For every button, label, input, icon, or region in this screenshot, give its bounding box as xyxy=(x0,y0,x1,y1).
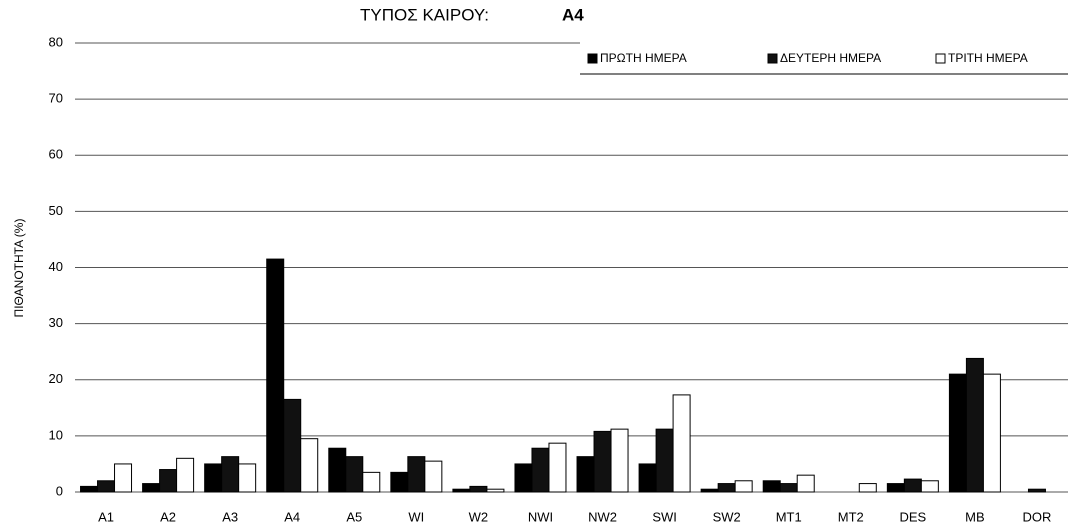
x-tick-label: A5 xyxy=(346,509,362,524)
bar xyxy=(948,373,967,493)
bar xyxy=(965,357,984,493)
bar xyxy=(717,483,736,493)
bar xyxy=(734,480,753,493)
bar xyxy=(407,456,426,493)
legend-label: ΠΡΩΤΗ ΗΜΕΡΑ xyxy=(600,51,687,65)
x-tick-label: SW2 xyxy=(713,509,741,524)
bar xyxy=(390,471,409,493)
bar xyxy=(362,471,381,493)
y-tick-label: 30 xyxy=(49,315,63,330)
bar xyxy=(548,442,567,493)
x-tick-label: A3 xyxy=(222,509,238,524)
y-tick-label: 20 xyxy=(49,371,63,386)
y-tick-label: 70 xyxy=(49,91,63,106)
bar xyxy=(486,488,505,493)
bar xyxy=(903,478,922,493)
x-tick-label: MB xyxy=(965,509,985,524)
bar xyxy=(514,463,533,493)
bar xyxy=(700,488,719,493)
bar xyxy=(176,457,195,493)
bar xyxy=(672,394,691,493)
legend-label: ΤΡΙΤΗ ΗΜΕΡΑ xyxy=(948,51,1028,65)
chart-title-highlight: A4 xyxy=(562,5,584,24)
x-tick-label: A2 xyxy=(160,509,176,524)
bar xyxy=(531,447,550,493)
bar xyxy=(593,430,612,493)
x-tick-label: MT1 xyxy=(776,509,802,524)
bar xyxy=(114,463,133,493)
legend-swatch xyxy=(767,53,778,64)
legend-box xyxy=(580,38,1068,76)
bar xyxy=(300,438,319,493)
bar xyxy=(97,480,116,493)
x-tick-label: A4 xyxy=(284,509,300,524)
y-tick-label: 50 xyxy=(49,203,63,218)
x-tick-label: W2 xyxy=(469,509,489,524)
y-tick-label: 40 xyxy=(49,259,63,274)
chart-title: ΤΥΠΟΣ ΚΑΙΡΟΥ: xyxy=(360,5,489,24)
bar xyxy=(858,483,877,493)
x-tick-label: A1 xyxy=(98,509,114,524)
bar xyxy=(452,488,471,493)
bar xyxy=(762,480,781,493)
bar xyxy=(221,456,240,493)
bar xyxy=(982,373,1001,493)
legend-swatch xyxy=(587,53,598,64)
bar xyxy=(920,480,939,493)
bar xyxy=(80,485,99,493)
bar xyxy=(328,447,347,493)
bar xyxy=(142,483,161,493)
bar xyxy=(238,463,257,493)
legend-swatch xyxy=(935,53,946,64)
bar xyxy=(779,483,798,493)
x-tick-label: DOR xyxy=(1023,509,1052,524)
y-tick-label: 80 xyxy=(49,34,63,49)
bar xyxy=(159,469,178,493)
y-tick-label: 60 xyxy=(49,147,63,162)
bar xyxy=(424,460,443,493)
x-tick-label: NWI xyxy=(528,509,553,524)
y-tick-label: 0 xyxy=(56,483,63,498)
bar xyxy=(576,456,595,493)
y-tick-label: 10 xyxy=(49,427,63,442)
bar xyxy=(796,474,815,493)
bar xyxy=(345,456,364,493)
bar xyxy=(1027,488,1046,493)
bar xyxy=(655,428,674,493)
x-tick-label: WI xyxy=(408,509,424,524)
bar xyxy=(610,428,629,493)
legend-label: ΔΕΥΤΕΡΗ ΗΜΕΡΑ xyxy=(780,51,881,65)
x-tick-label: MT2 xyxy=(838,509,864,524)
y-axis-label: ΠΙΘΑΝΟΤΗΤΑ (%) xyxy=(12,219,26,318)
bar xyxy=(283,398,302,493)
x-tick-label: DES xyxy=(899,509,926,524)
x-tick-label: NW2 xyxy=(588,509,617,524)
bar xyxy=(204,463,223,493)
x-tick-label: SWI xyxy=(652,509,677,524)
bar xyxy=(469,485,488,493)
bar xyxy=(638,463,657,493)
bar xyxy=(886,483,905,493)
bar xyxy=(266,258,285,493)
